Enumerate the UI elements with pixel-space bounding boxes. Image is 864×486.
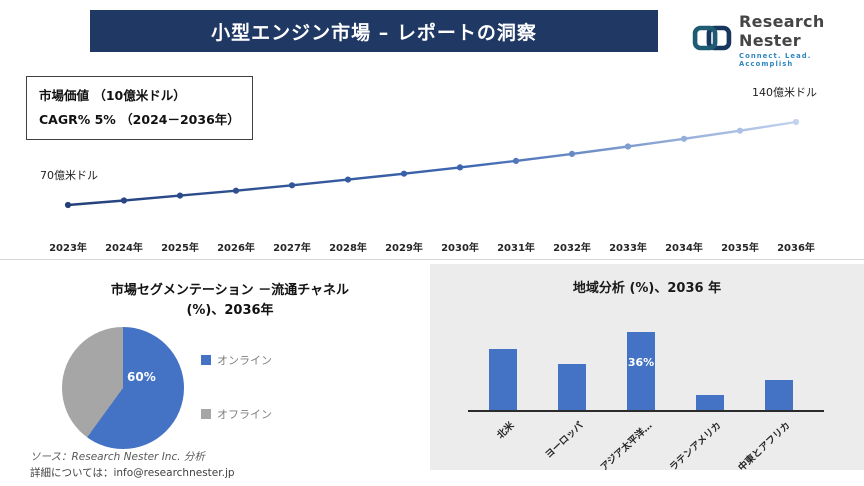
bar-4 — [765, 380, 793, 410]
legend-label-offline: オフライン — [217, 408, 272, 421]
bar-chart-title: 地域分析 (%)、2036 年 — [572, 281, 722, 296]
bar-category-label: 北米 — [495, 420, 517, 442]
regional-analysis-panel: 地域分析 (%)、2036 年 北米 ヨーロッパ アジア太平洋… 36% ラテンアメリカ… — [430, 264, 864, 474]
brand-logo: Research Nester Connect. Lead. Accomplis… — [692, 12, 864, 68]
brand-text: Research Nester Connect. Lead. Accomplis… — [739, 12, 864, 68]
bar-category-label: 中東とアフリカ — [736, 420, 793, 474]
bar-2 — [627, 332, 655, 410]
contact-note: 詳細については：info@researchnester.jp — [30, 467, 235, 479]
x-axis-tick: 2032年 — [553, 243, 591, 254]
x-axis-tick: 2031年 — [497, 243, 535, 254]
x-axis-tick: 2029年 — [385, 243, 423, 254]
legend-swatch-online — [201, 355, 211, 365]
bar-data-label: 36% — [627, 356, 655, 369]
legend-item-online: オンライン — [201, 352, 272, 368]
x-axis-tick: 2023年 — [49, 243, 87, 254]
bar-0 — [489, 349, 517, 410]
x-axis-tick: 2030年 — [441, 243, 479, 254]
legend-label-online: オンライン — [217, 354, 272, 367]
x-axis-tick: 2026年 — [217, 243, 255, 254]
x-axis-tick: 2027年 — [273, 243, 311, 254]
pie-chart-title: 市場セグメンテーション －流通チャネル (%)、2036年 — [55, 281, 405, 321]
legend-swatch-offline — [201, 409, 211, 419]
market-value-label: 市場価値 （10億米ドル） — [39, 88, 186, 103]
page-title: 小型エンジン市場 – レポートの洞察 — [211, 21, 537, 44]
x-axis-tick: 2024年 — [105, 243, 143, 254]
bar-3 — [696, 395, 724, 410]
cagr-label: CAGR% 5% （2024－2036年） — [39, 111, 240, 127]
pie-title-line1: 市場セグメンテーション －流通チャネル — [110, 283, 350, 298]
line-chart-x-axis: 2023年 2024年 2025年 2026年 2027年 2028年 2029年 2030年… — [0, 239, 864, 254]
distribution-pie-chart — [62, 327, 184, 449]
line-end-value-label: 140億米ドル — [752, 86, 817, 99]
brand-name: Research Nester — [739, 12, 825, 50]
pie-title-line2: (%)、2036年 — [186, 303, 274, 319]
bar-category-label: アジア太平洋… — [598, 420, 655, 474]
regional-bar-chart: 北米 ヨーロッパ アジア太平洋… 36% ラテンアメリカ 中東とアフリカ — [430, 264, 864, 474]
x-axis-tick: 2035年 — [721, 243, 759, 254]
brand-tagline: Connect. Lead. Accomplish — [739, 52, 812, 68]
legend-item-offline: オフライン — [201, 406, 272, 422]
market-value-infobox: 市場価値 （10億米ドル） CAGR% 5% （2024－2036年） — [26, 76, 253, 140]
x-axis-tick: 2025年 — [161, 243, 199, 254]
pie-data-label: 60% — [127, 370, 156, 384]
bar-chart-axis — [468, 410, 824, 412]
market-value-line-chart — [64, 118, 800, 209]
x-axis-tick: 2034年 — [665, 243, 703, 254]
research-nester-logo-icon — [692, 21, 732, 59]
x-axis-tick: 2036年 — [777, 243, 815, 254]
source-note: ソース：Research Nester Inc. 分析 — [30, 451, 205, 463]
bar-1 — [558, 364, 586, 410]
x-axis-tick: 2033年 — [609, 243, 647, 254]
line-start-value-label: 70億米ドル — [40, 169, 98, 182]
bar-category-label: ラテンアメリカ — [667, 420, 724, 474]
bar-category-label: ヨーロッパ — [543, 420, 586, 461]
header-banner: 小型エンジン市場 – レポートの洞察 — [90, 10, 658, 52]
x-axis-tick: 2028年 — [329, 243, 367, 254]
section-divider — [0, 259, 864, 260]
